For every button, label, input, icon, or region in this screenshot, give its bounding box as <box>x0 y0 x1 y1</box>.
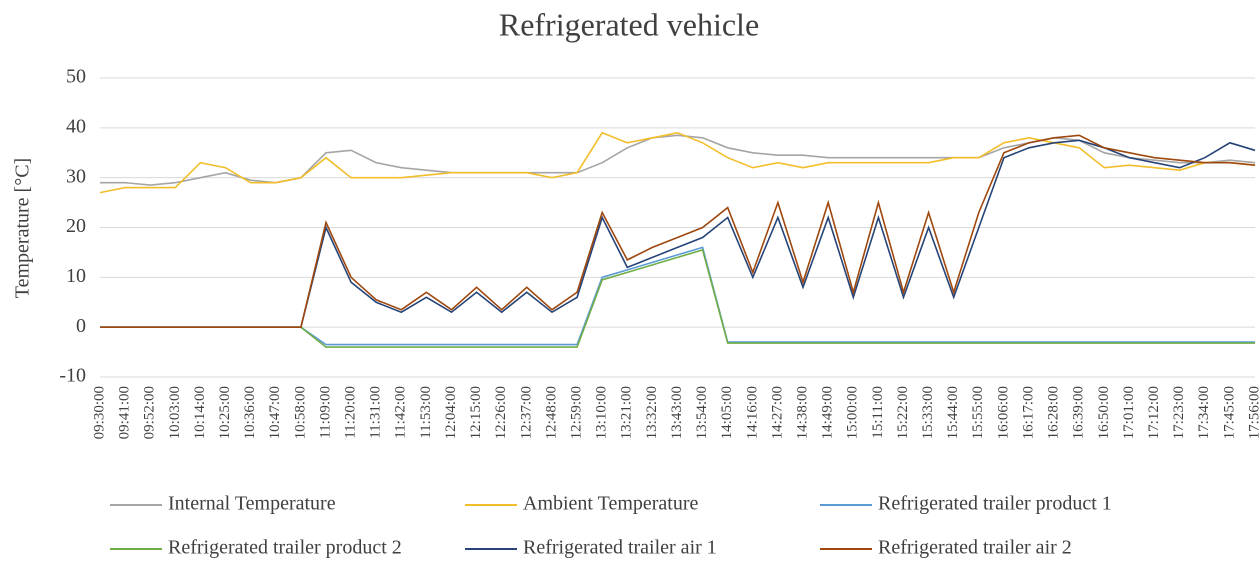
y-tick-label: 50 <box>66 66 86 88</box>
x-tick-label: 14:05:00 <box>719 386 735 439</box>
x-tick-label: 10:47:00 <box>267 386 283 439</box>
y-tick-label: 0 <box>76 315 86 337</box>
x-tick-label: 10:03:00 <box>167 386 183 439</box>
x-tick-label: 12:04:00 <box>443 386 459 439</box>
y-axis-label: Temperature [°C] <box>12 158 34 298</box>
x-tick-label: 16:39:00 <box>1071 386 1087 439</box>
x-tick-label: 11:09:00 <box>317 386 333 439</box>
x-tick-label: 16:17:00 <box>1020 386 1036 439</box>
x-tick-label: 10:58:00 <box>292 386 308 439</box>
x-tick-label: 15:55:00 <box>970 386 986 439</box>
legend-label: Refrigerated trailer air 2 <box>878 537 1072 559</box>
x-tick-label: 11:20:00 <box>343 386 359 439</box>
x-tick-label: 14:49:00 <box>820 386 836 439</box>
x-tick-label: 13:32:00 <box>644 386 660 439</box>
x-tick-label: 09:52:00 <box>142 386 158 439</box>
y-tick-label: 10 <box>66 265 86 287</box>
legend-label: Internal Temperature <box>168 493 336 515</box>
x-tick-label: 15:33:00 <box>920 386 936 439</box>
x-tick-label: 10:25:00 <box>217 386 233 439</box>
x-tick-label: 17:34:00 <box>1196 386 1212 439</box>
chart-title: Refrigerated vehicle <box>499 6 759 42</box>
x-tick-label: 13:10:00 <box>594 386 610 439</box>
x-tick-label: 11:31:00 <box>368 386 384 439</box>
y-tick-label: 20 <box>66 215 86 237</box>
x-tick-label: 14:38:00 <box>794 386 810 439</box>
x-tick-label: 15:44:00 <box>945 386 961 439</box>
x-tick-label: 11:42:00 <box>393 386 409 439</box>
x-tick-label: 17:23:00 <box>1171 386 1187 439</box>
x-tick-label: 13:43:00 <box>669 386 685 439</box>
x-tick-label: 16:50:00 <box>1096 386 1112 439</box>
x-tick-label: 16:28:00 <box>1046 386 1062 439</box>
x-tick-label: 09:41:00 <box>117 386 133 439</box>
x-tick-label: 15:11:00 <box>870 386 886 439</box>
x-tick-label: 12:37:00 <box>518 386 534 439</box>
x-tick-label: 15:22:00 <box>895 386 911 439</box>
x-tick-label: 16:06:00 <box>995 386 1011 439</box>
legend-label: Ambient Temperature <box>523 493 699 515</box>
legend-label: Refrigerated trailer air 1 <box>523 537 717 559</box>
x-tick-label: 12:15:00 <box>468 386 484 439</box>
x-tick-label: 17:12:00 <box>1146 386 1162 439</box>
x-tick-label: 11:53:00 <box>418 386 434 439</box>
x-tick-label: 09:30:00 <box>91 386 107 439</box>
legend-label: Refrigerated trailer product 2 <box>168 537 402 559</box>
series-line <box>99 131 1256 194</box>
series-line <box>100 248 1255 348</box>
x-tick-label: 12:59:00 <box>569 386 585 439</box>
y-tick-label: 30 <box>66 165 86 187</box>
series-line <box>100 134 1256 328</box>
x-tick-label: 10:36:00 <box>242 386 258 439</box>
series-line <box>100 246 1255 346</box>
x-tick-label: 17:01:00 <box>1121 386 1137 439</box>
legend-label: Refrigerated trailer product 1 <box>878 493 1112 515</box>
x-tick-label: 14:16:00 <box>744 386 760 439</box>
x-tick-label: 15:00:00 <box>845 386 861 439</box>
x-tick-label: 17:56:00 <box>1246 386 1259 439</box>
x-tick-label: 14:27:00 <box>769 386 785 439</box>
x-tick-label: 10:14:00 <box>192 386 208 439</box>
x-tick-label: 13:21:00 <box>619 386 635 439</box>
x-tick-label: 17:45:00 <box>1221 386 1237 439</box>
y-tick-label: -10 <box>59 365 86 387</box>
x-tick-label: 13:54:00 <box>694 386 710 439</box>
series-line <box>100 139 1256 328</box>
y-tick-label: 40 <box>66 115 86 137</box>
x-tick-label: 12:26:00 <box>493 386 509 439</box>
x-tick-label: 12:48:00 <box>543 386 559 439</box>
